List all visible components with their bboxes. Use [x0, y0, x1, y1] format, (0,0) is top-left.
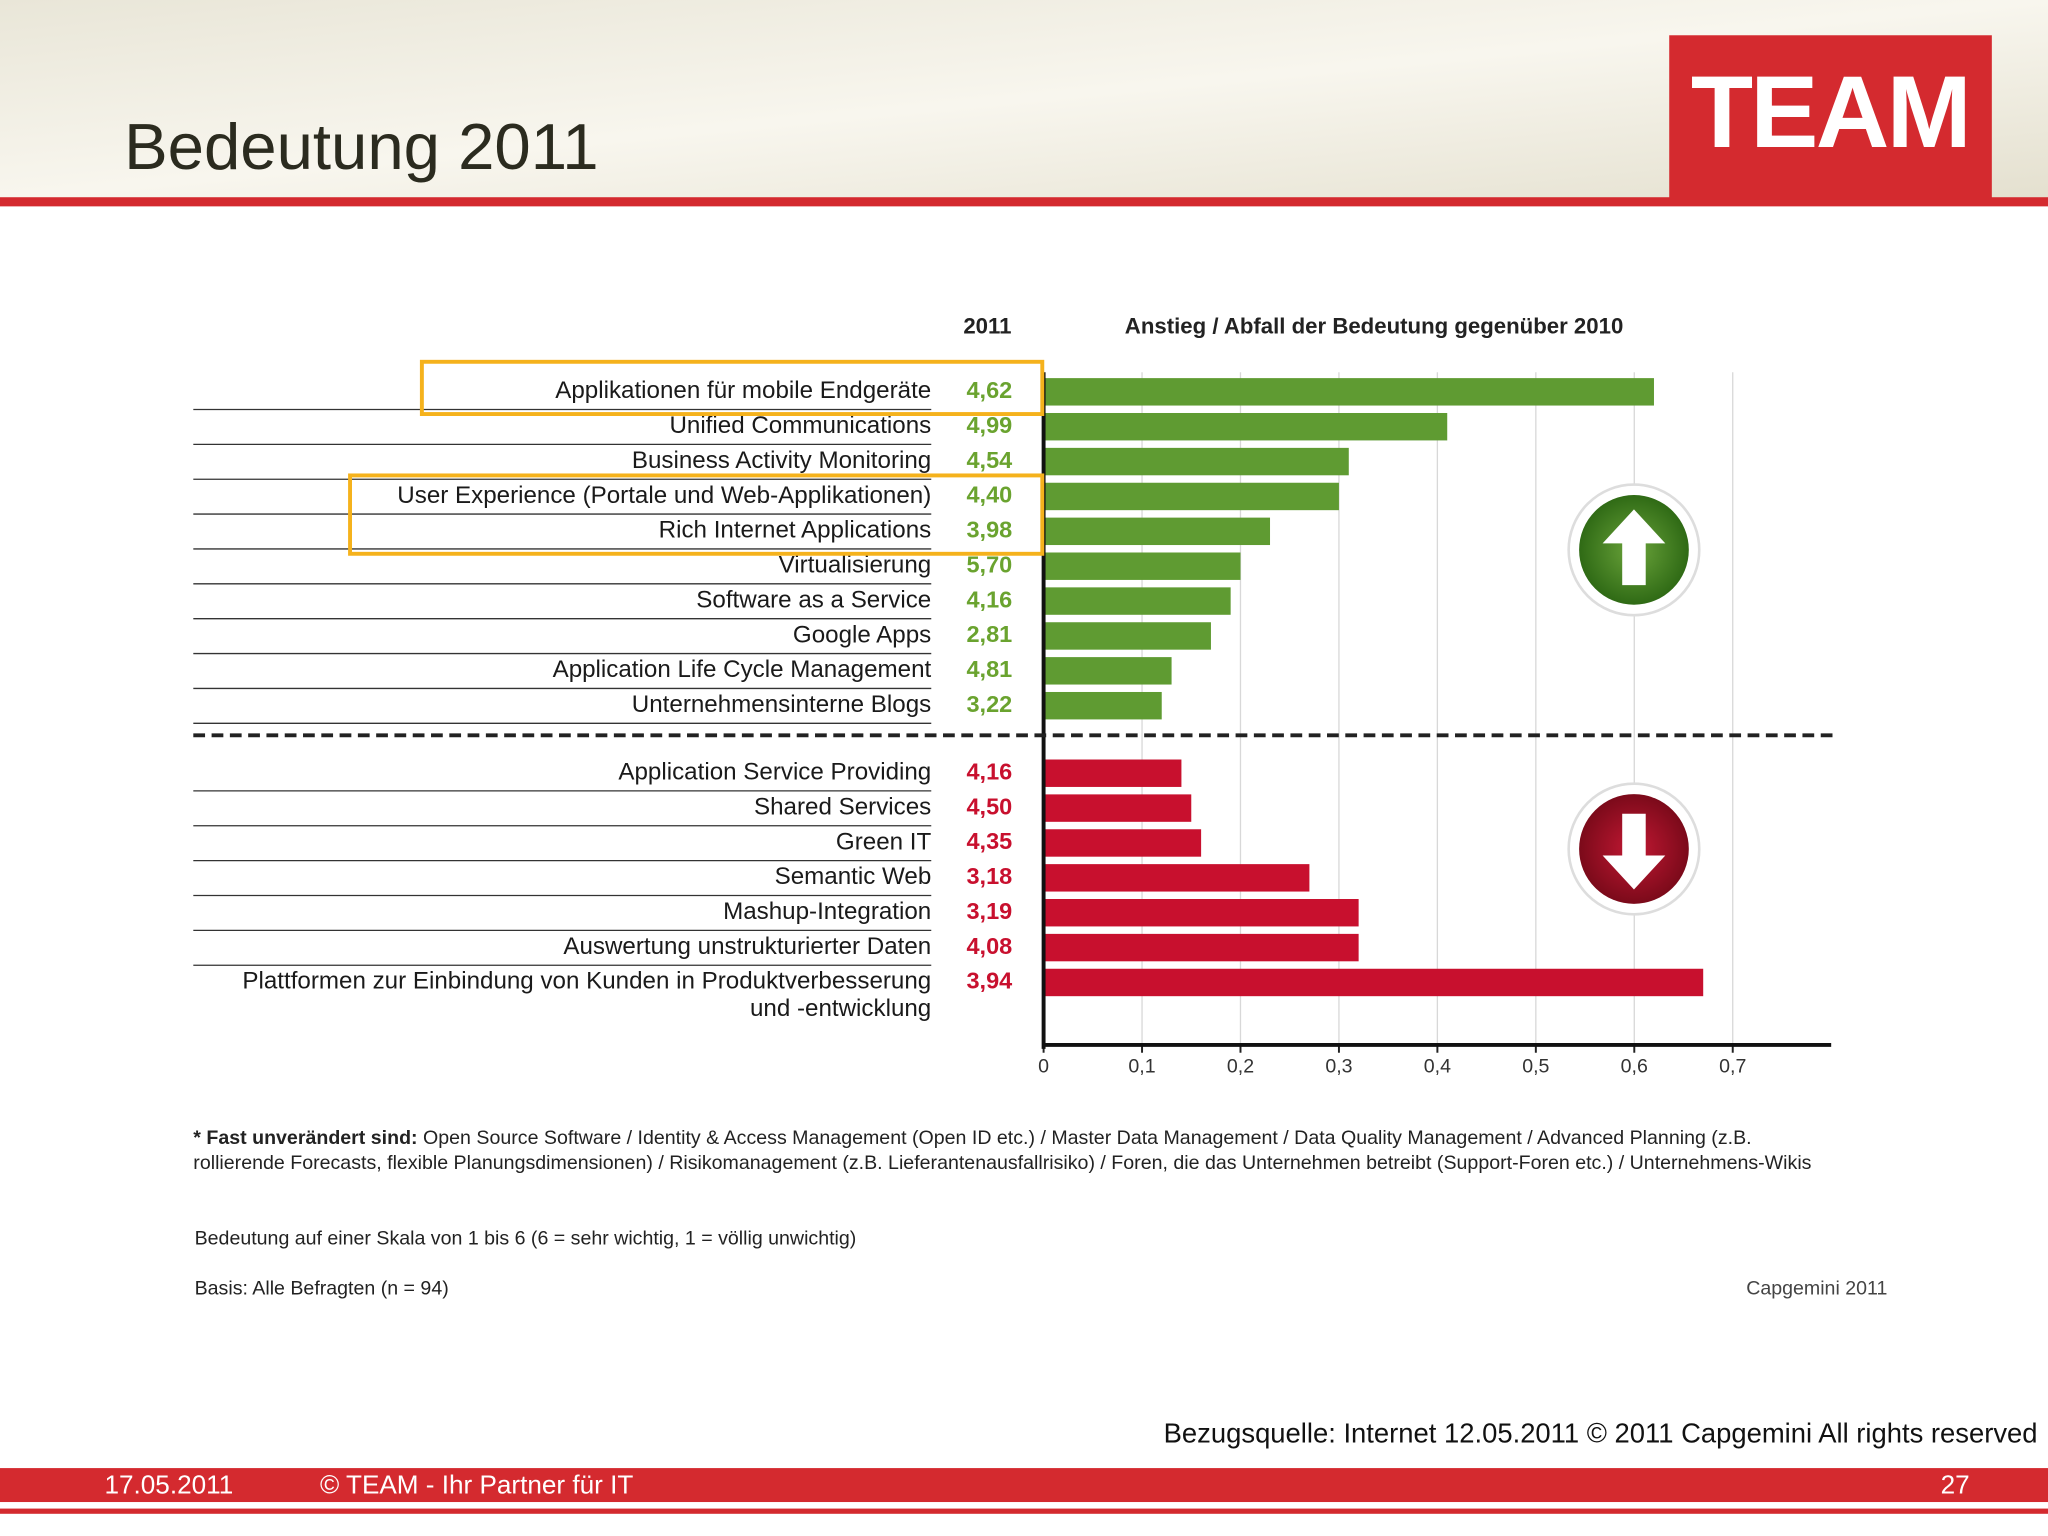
category-label: Shared Services [754, 793, 931, 820]
x-tick-label: 0,5 [1522, 1055, 1549, 1077]
x-tick-label: 0,7 [1719, 1055, 1746, 1077]
category-label: Auswertung unstrukturierter Daten [563, 933, 931, 960]
highlight-box [419, 359, 1045, 416]
category-label: Green IT [836, 828, 932, 855]
footnote: * Fast unverändert sind: Open Source Sof… [193, 1126, 1826, 1176]
x-tick-label: 0,1 [1128, 1055, 1155, 1077]
category-label: User Experience (Portale und Web-Applika… [397, 482, 931, 509]
down-icon [1567, 782, 1701, 916]
bar [1043, 447, 1349, 476]
category-label: Software as a Service [696, 586, 931, 613]
chart: 0 0,1 0,2 0,3 0,4 0,5 0,6 0,7 Applikationen für … [193, 372, 1832, 1077]
bar [1043, 794, 1192, 822]
footer-date: 17.05.2011 [104, 1469, 233, 1499]
slide-title: Bedeutung 2011 [124, 110, 598, 183]
footnote-body: Open Source Software / Identity & Access… [193, 1127, 1812, 1175]
up-icon [1567, 483, 1701, 617]
footer-rule [0, 1508, 2048, 1514]
highlight-box [348, 473, 1045, 556]
category-label: Mashup-Integration [723, 898, 931, 925]
category-label: Application Life Cycle Management [553, 656, 932, 683]
score-label: 4,62 [966, 377, 1012, 403]
category-label: Virtualisierung [779, 552, 932, 579]
bar [1043, 829, 1202, 857]
bar [1043, 587, 1231, 615]
bar [1043, 933, 1359, 962]
score-label: 4,35 [966, 828, 1012, 854]
category-label: Unified Communications [669, 412, 931, 439]
logo: TEAM [1691, 55, 1969, 169]
score-label: 4,08 [966, 933, 1012, 959]
bar [1043, 378, 1654, 406]
bar [1043, 482, 1339, 511]
logo-box [1669, 35, 1992, 199]
footnote-lead: * Fast unverändert sind: [193, 1127, 418, 1150]
chart-title: Anstieg / Abfall der Bedeutung gegenüber… [1125, 314, 1623, 339]
footer-text: © TEAM - Ihr Partner für IT [320, 1469, 633, 1499]
category-label: Unternehmensinterne Blogs [632, 691, 931, 718]
score-label: 2,81 [966, 621, 1012, 647]
category-label: Business Activity Monitoring [632, 447, 931, 474]
bar [1043, 517, 1271, 546]
bar [1043, 691, 1162, 720]
basis-note: Basis: Alle Befragten (n = 94) [195, 1277, 449, 1299]
bar [1043, 657, 1172, 685]
credit: Capgemini 2011 [1746, 1277, 1887, 1299]
bar [1043, 968, 1704, 997]
scale-note: Bedeutung auf einer Skala von 1 bis 6 (6… [195, 1228, 857, 1250]
bar [1043, 552, 1241, 580]
score-label: 4,50 [966, 793, 1012, 819]
category-label: Semantic Web [775, 863, 932, 890]
score-label: 4,16 [966, 586, 1012, 612]
x-tick-label: 0,4 [1424, 1055, 1451, 1077]
score-label: 3,22 [966, 691, 1012, 717]
category-label: Application Service Providing [618, 759, 931, 786]
footer-bar [0, 1468, 2048, 1503]
score-label: 3,18 [966, 863, 1012, 889]
x-tick-label: 0,3 [1325, 1055, 1352, 1077]
x-tick-label: 0,2 [1227, 1055, 1254, 1077]
score-label: 4,99 [966, 412, 1012, 438]
score-label: 4,40 [966, 482, 1012, 508]
header-rule [0, 197, 2048, 207]
score-label: 4,81 [966, 656, 1012, 682]
bar [1043, 759, 1182, 787]
x-tick-label: 0,6 [1621, 1055, 1648, 1077]
bar [1043, 864, 1310, 892]
category-label: Plattformen zur Einbindung von Kunden in… [242, 968, 931, 1022]
bar [1043, 899, 1359, 927]
bar [1043, 622, 1211, 650]
score-label: 4,16 [966, 758, 1012, 784]
score-label: 4,54 [966, 447, 1012, 473]
page-number: 27 [1941, 1469, 1970, 1499]
score-label: 3,94 [966, 968, 1012, 994]
footnote-text: * Fast unverändert sind: Open Source Sof… [193, 1126, 1826, 1176]
category-label: Applikationen für mobile Endgeräte [555, 377, 931, 404]
bar [1043, 412, 1448, 441]
score-label: 3,98 [966, 517, 1012, 543]
score-label: 3,19 [966, 898, 1012, 924]
source: Bezugsquelle: Internet 12.05.2011 © 2011… [1164, 1418, 2038, 1449]
column-header: 2011 [963, 314, 1011, 339]
category-label: Google Apps [793, 621, 931, 648]
category-label: Rich Internet Applications [659, 517, 932, 544]
x-tick-label: 0 [1038, 1055, 1049, 1077]
